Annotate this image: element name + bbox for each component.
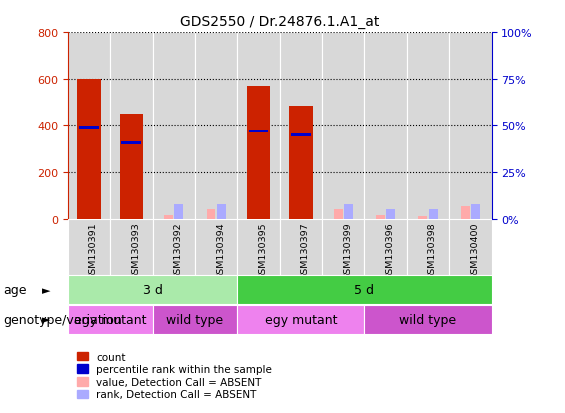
Bar (68, 305, 153, 334)
Bar (429, 210, 437, 219)
Text: GSM130396: GSM130396 (385, 222, 394, 280)
Bar (153, 33, 195, 219)
Bar (110, 219, 153, 275)
Bar (195, 33, 237, 219)
Bar (207, 210, 215, 219)
Text: ►: ► (42, 315, 51, 325)
Bar (364, 33, 407, 219)
Text: GSM130392: GSM130392 (174, 222, 182, 280)
Bar (249, 131, 268, 133)
Text: genotype/variation: genotype/variation (3, 313, 121, 326)
Text: GSM130400: GSM130400 (470, 222, 479, 280)
Bar (237, 33, 280, 219)
Bar (386, 210, 395, 219)
Bar (461, 206, 470, 219)
Bar (280, 219, 322, 275)
Bar (217, 204, 225, 219)
Bar (68, 33, 110, 219)
Bar (280, 33, 322, 219)
Bar (291, 134, 311, 137)
Bar (407, 219, 449, 275)
Bar (153, 219, 195, 275)
Bar (110, 33, 153, 219)
Bar (237, 305, 364, 334)
Bar (237, 275, 492, 304)
Bar (334, 209, 342, 219)
Bar (121, 142, 141, 144)
Text: GSM130391: GSM130391 (89, 222, 98, 280)
Bar (364, 219, 407, 275)
Bar (68, 219, 110, 275)
Bar (247, 87, 270, 219)
Text: 5 d: 5 d (354, 283, 375, 297)
Bar (449, 219, 492, 275)
Text: GSM130397: GSM130397 (301, 222, 310, 280)
Text: ►: ► (42, 285, 51, 295)
Legend: count, percentile rank within the sample, value, Detection Call = ABSENT, rank, : count, percentile rank within the sample… (73, 348, 276, 404)
Bar (344, 204, 353, 219)
Text: age: age (3, 283, 27, 297)
Bar (164, 215, 173, 219)
Bar (364, 305, 492, 334)
Bar (376, 215, 385, 219)
Text: GSM130398: GSM130398 (428, 222, 437, 280)
Bar (407, 33, 449, 219)
Bar (77, 80, 101, 219)
Bar (471, 204, 480, 219)
Bar (237, 219, 280, 275)
Bar (195, 219, 237, 275)
Bar (120, 114, 143, 219)
Text: GSM130393: GSM130393 (131, 222, 140, 280)
Text: egy mutant: egy mutant (74, 313, 146, 326)
Text: wild type: wild type (166, 313, 224, 326)
Text: GSM130394: GSM130394 (216, 222, 225, 280)
Bar (322, 33, 364, 219)
Bar (68, 275, 237, 304)
Bar (449, 33, 492, 219)
Bar (175, 204, 183, 219)
Text: GSM130399: GSM130399 (344, 222, 352, 280)
Text: wild type: wild type (399, 313, 457, 326)
Bar (289, 107, 312, 219)
Text: 3 d: 3 d (142, 283, 163, 297)
Bar (79, 127, 99, 129)
Bar (153, 305, 237, 334)
Bar (419, 216, 427, 219)
Bar (322, 219, 364, 275)
Text: egy mutant: egy mutant (264, 313, 337, 326)
Title: GDS2550 / Dr.24876.1.A1_at: GDS2550 / Dr.24876.1.A1_at (180, 15, 379, 29)
Text: GSM130395: GSM130395 (259, 222, 267, 280)
